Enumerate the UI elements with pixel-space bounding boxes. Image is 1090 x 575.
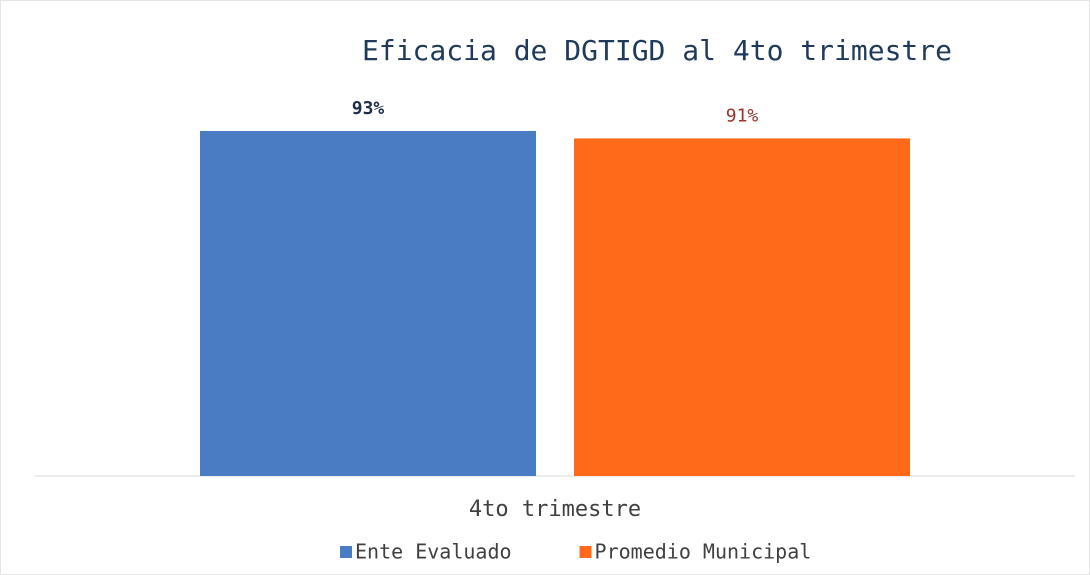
legend-label: Ente Evaluado	[355, 540, 512, 564]
legend-swatch	[340, 546, 352, 558]
legend-label: Promedio Municipal	[595, 540, 812, 564]
bar	[200, 130, 536, 476]
bar	[574, 138, 910, 476]
data-label: 93%	[352, 98, 385, 119]
legend-swatch	[579, 546, 592, 558]
chart-title: Eficacia de DGTIGD al 4to trimestre	[362, 34, 952, 67]
x-tick-label: 4to trimestre	[469, 497, 641, 522]
data-label: 91%	[726, 105, 759, 126]
